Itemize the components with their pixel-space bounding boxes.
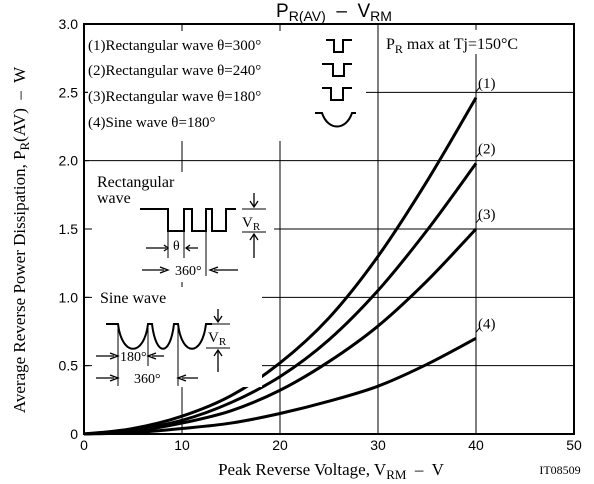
- document-code: IT08509: [539, 463, 580, 477]
- series-label-leader-4: [475, 327, 481, 333]
- series-label-1: (1): [478, 76, 496, 92]
- x-tick-label: 10: [174, 437, 190, 453]
- sine-waveform: [106, 323, 212, 350]
- x-tick-label: 30: [370, 437, 386, 453]
- x-axis-label: Peak Reverse Voltage, VRM – V: [218, 460, 445, 482]
- legend-background: [88, 31, 366, 141]
- x-tick-label: 20: [272, 437, 288, 453]
- legend-item-4: (4)Sine wave θ=180°: [88, 115, 215, 131]
- inset-rect-title-2: wave: [97, 190, 131, 207]
- rect-vr-label: VR: [242, 215, 261, 233]
- y-tick-label: 2.0: [59, 153, 79, 169]
- sine-inset-title: Sine wave: [100, 290, 166, 307]
- series-line-4: [83, 337, 477, 436]
- series-label-leader-1: [475, 86, 481, 93]
- x-tick-label: 50: [566, 437, 582, 453]
- legend: (1)Rectangular wave θ=300° (2)Rectangula…: [88, 31, 366, 141]
- rect-period-label: 360°: [175, 264, 202, 279]
- sine-half-label: 180°: [120, 350, 147, 365]
- curves: (1) (2) (3) (4): [83, 76, 496, 436]
- legend-item-1: (1)Rectangular wave θ=300°: [88, 38, 261, 54]
- condition-background: [383, 30, 571, 54]
- theta-label: θ: [173, 239, 180, 254]
- y-tick-label: 0: [70, 426, 78, 442]
- y-tick-label: 3.0: [59, 16, 79, 32]
- inset-rect-title-1: Rectangular: [97, 174, 175, 191]
- series-label-3: (3): [478, 207, 496, 223]
- x-tick-label: 40: [468, 437, 484, 453]
- condition-text: PR max at Tj=150°C: [386, 36, 518, 56]
- series-label-leader-2: [475, 152, 481, 158]
- series-label-leader-3: [475, 217, 481, 224]
- sine-vr-label: VR: [208, 330, 227, 348]
- legend-item-2: (2)Rectangular wave θ=240°: [88, 63, 261, 79]
- series-label-2: (2): [478, 141, 496, 157]
- chart-title: PR(AV) – VRM: [276, 1, 392, 24]
- series-line-3: [83, 227, 478, 436]
- tick-labels: 0 10 20 30 40 50 0 0.5 1.0 1.5 2.0 2.5 3.0: [59, 16, 582, 453]
- inset-rectangular-wave: Rectangular wave θ 360° VR: [92, 172, 274, 282]
- y-tick-label: 2.5: [59, 84, 79, 100]
- series-line-1: [83, 97, 478, 436]
- series-line-2: [83, 162, 478, 436]
- legend-rect240-icon: [322, 63, 352, 77]
- legend-sine-icon: [315, 112, 356, 128]
- y-axis-label: Average Reverse Power Dissipation, PR(AV…: [10, 66, 32, 413]
- inset-sine-wave: Sine wave 180° 360° VR: [92, 287, 262, 387]
- x-tick-label: 0: [80, 437, 88, 453]
- series-label-4: (4): [478, 316, 496, 332]
- legend-rect180-icon: [322, 87, 352, 101]
- y-tick-label: 0.5: [59, 358, 79, 374]
- legend-rect300-icon: [326, 39, 352, 53]
- rect-waveform: [140, 208, 236, 232]
- y-tick-label: 1.0: [59, 289, 79, 305]
- legend-item-3: (3)Rectangular wave θ=180°: [88, 89, 261, 105]
- y-tick-label: 1.5: [59, 221, 79, 237]
- sine-period-label: 360°: [134, 372, 161, 387]
- plot-frame: [83, 23, 575, 435]
